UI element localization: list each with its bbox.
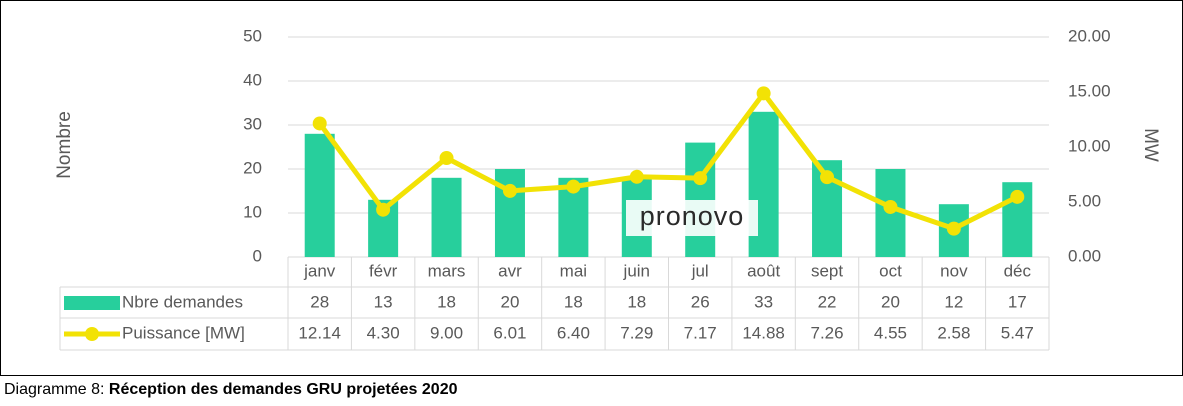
line-marker [439,151,454,165]
x-tick-label: janv [303,261,336,280]
legend-key [64,296,120,310]
table-value: 18 [437,292,456,311]
legend-label: Nbre demandes [122,292,243,311]
table-value: 6.01 [493,323,526,342]
line-marker [376,202,391,217]
x-tick-label: sept [811,261,843,280]
line [317,90,1019,232]
table-value: 20 [881,292,900,311]
y2-tick-label: 10.00 [1068,136,1111,155]
caption-prefix: Diagramme 8: [4,381,109,398]
table-value: 4.55 [874,323,907,342]
line-marker [693,171,708,186]
y-tick-label: 50 [243,26,262,45]
table-value: 12 [944,292,963,311]
line-marker [312,116,327,131]
y2-tick-label: 5.00 [1068,191,1101,210]
x-tick-label: août [747,261,780,280]
bar [685,142,716,257]
y-tick-label: 20 [243,158,262,177]
x-tick-label: avr [498,261,522,280]
table-value: 18 [627,292,646,311]
y-tick-label: 0 [253,246,262,265]
caption: Diagramme 8: Réception des demandes GRU … [4,381,458,398]
line-marker [1010,189,1025,204]
table-value: 2.58 [937,323,970,342]
y-axis-label: Nombre [54,111,75,179]
line-marker [502,183,517,198]
x-tick-label: jul [691,261,709,280]
x-tick-label: févr [369,261,398,280]
bar [304,133,335,257]
y2-tick-label: 20.00 [1068,26,1111,45]
table-value: 4.30 [367,323,400,342]
caption-title: Réception des demandes GRU projetées 202… [109,381,458,398]
table-value: 28 [310,292,329,311]
x-tick-label: juin [623,261,650,280]
legend-label: Puissance [MW] [122,323,245,342]
y2-tick-label: 0.00 [1068,246,1101,265]
line-marker [946,221,961,236]
table-value: 13 [374,292,393,311]
legend-key [85,327,99,341]
y-tick-label: 40 [243,70,262,89]
x-tick-label: mars [428,261,466,280]
table-value: 18 [564,292,583,311]
line-marker [629,169,644,184]
x-tick-label: déc [1004,261,1032,280]
table-value: 17 [1008,292,1027,311]
bar [494,169,525,257]
table-value: 7.17 [684,323,717,342]
line-marker [883,199,898,214]
y2-axis-label: MW [1140,128,1161,162]
table-value: 22 [818,292,837,311]
bar [431,177,462,257]
table-value: 9.00 [430,323,463,342]
line-marker [756,86,771,101]
table-value: 12.14 [298,323,341,342]
table-value: 6.40 [557,323,590,342]
x-tick-label: mai [560,261,587,280]
table-value: 7.29 [620,323,653,342]
table-value: 20 [500,292,519,311]
y-tick-label: 10 [243,202,262,221]
logo: pronovo [640,201,745,231]
table-value: 5.47 [1001,323,1034,342]
table-value: 7.26 [810,323,843,342]
x-tick-label: nov [940,261,968,280]
table-value: 14.88 [742,323,785,342]
x-tick-label: oct [879,261,902,280]
line-marker [820,170,835,185]
logo-box [626,200,758,236]
table-value: 26 [691,292,710,311]
table-value: 33 [754,292,773,311]
y-tick-label: 30 [243,114,262,133]
line-marker [566,179,581,194]
y2-tick-label: 15.00 [1068,81,1111,100]
